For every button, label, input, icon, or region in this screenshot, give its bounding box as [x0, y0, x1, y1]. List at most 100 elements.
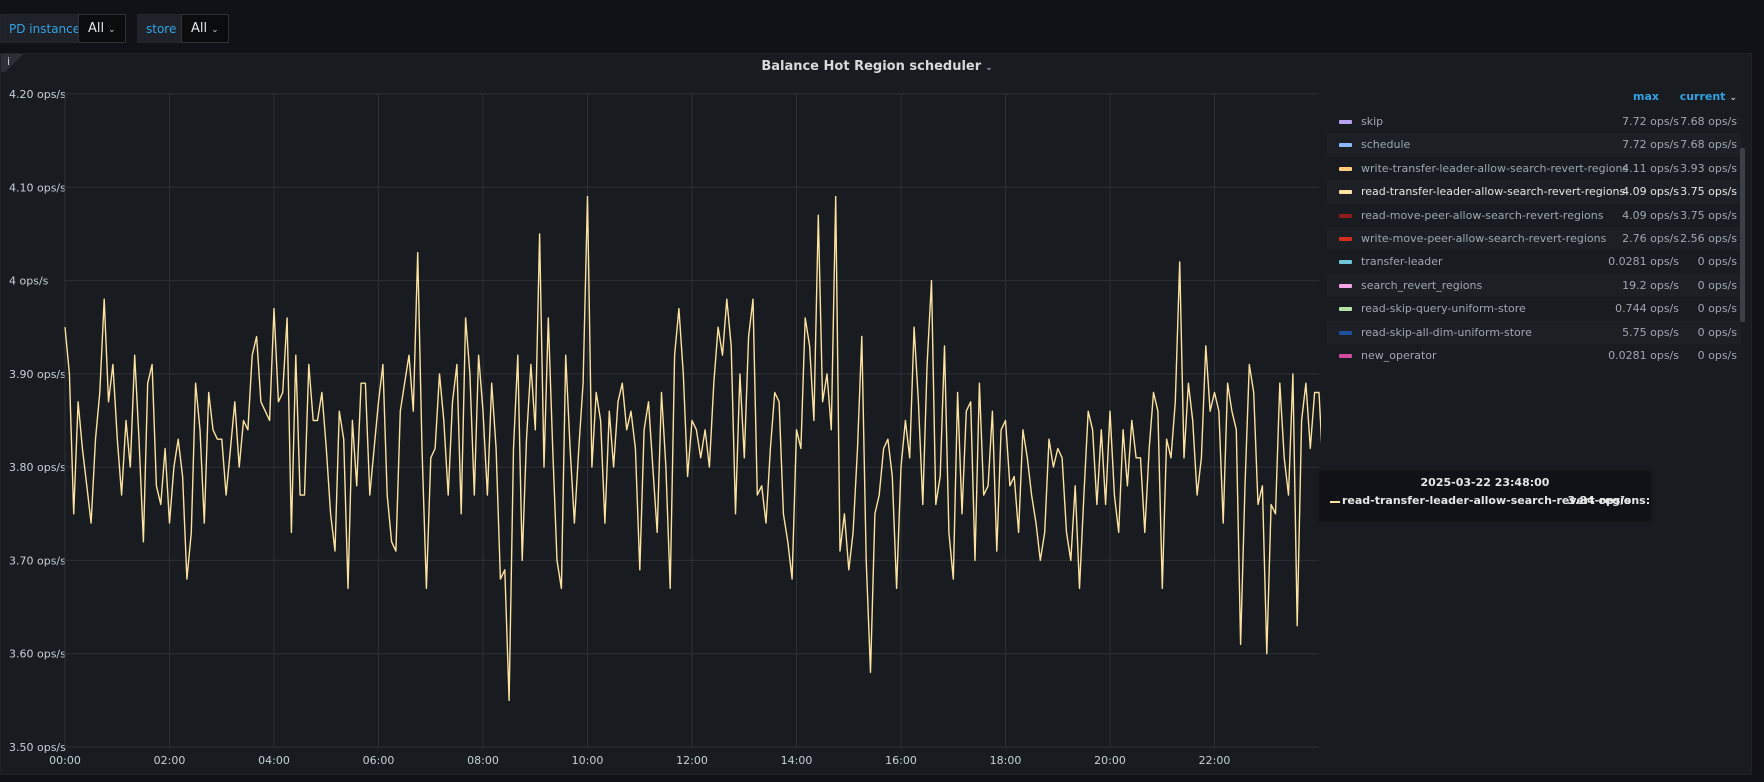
legend-swatch[interactable] — [1339, 190, 1352, 195]
legend-swatch[interactable] — [1339, 120, 1352, 124]
legend-current-value: 7.68 ops/s — [1680, 115, 1737, 128]
legend-series-name[interactable]: read-transfer-leader-allow-search-revert… — [1361, 185, 1626, 199]
pd-instance-select-value: All — [88, 21, 105, 36]
legend-current-value: 0 ops/s — [1697, 348, 1737, 362]
legend-series-name[interactable]: search_revert_regions — [1361, 278, 1483, 292]
legend-current-header[interactable]: current ⌄ — [1679, 90, 1737, 103]
y-tick-label: 3.80 ops/s — [9, 461, 66, 474]
y-tick-label: 4 ops/s — [9, 275, 49, 288]
legend-series-name[interactable]: skip — [1361, 115, 1384, 128]
legend-series-name[interactable]: new_operator — [1361, 348, 1437, 362]
legend-max-value: 7.72 ops/s — [1622, 138, 1679, 152]
legend-row[interactable]: search_revert_regions 19.2 ops/s 0 ops/s — [1327, 273, 1741, 298]
legend-swatch[interactable] — [1339, 283, 1352, 288]
legend-max-value: 4.11 ops/s — [1622, 161, 1679, 175]
legend-current-value: 0 ops/s — [1697, 278, 1737, 292]
legend-max-value: 4.09 ops/s — [1622, 185, 1679, 199]
legend-series-name[interactable]: schedule — [1361, 138, 1411, 152]
legend-row[interactable]: write-transfer-leader-allow-search-rever… — [1327, 157, 1741, 180]
legend-series-name[interactable]: read-move-peer-allow-search-revert-regio… — [1361, 208, 1604, 222]
x-tick-label: 08:00 — [467, 754, 499, 767]
legend-max-value: 0.744 ops/s — [1615, 302, 1679, 316]
legend-max-value: 7.72 ops/s — [1622, 115, 1679, 128]
legend-swatch[interactable] — [1339, 330, 1352, 335]
y-tick-label: 3.90 ops/s — [9, 368, 66, 381]
series-line — [64, 195, 1321, 702]
x-tick-label: 10:00 — [572, 754, 604, 767]
line-chart[interactable]: 3.50 ops/s 3.60 ops/s 3.70 ops/s 3.80 ops/s… — [1, 54, 1321, 776]
legend-current-value: 3.93 ops/s — [1680, 161, 1737, 175]
x-tick-label: 04:00 — [258, 754, 290, 767]
legend-series-name[interactable]: transfer-leader — [1361, 255, 1443, 269]
legend-series-name[interactable]: write-move-peer-allow-search-revert-regi… — [1361, 231, 1607, 245]
legend-swatch[interactable] — [1339, 353, 1352, 358]
legend-series-name[interactable]: read-skip-all-dim-uniform-store — [1361, 325, 1532, 339]
legend-max-value: 19.2 ops/s — [1622, 278, 1679, 292]
legend-rows: skip 7.72 ops/s 7.68 ops/s schedule 7.72 ops… — [1327, 110, 1741, 367]
legend-row[interactable]: write-move-peer-allow-search-revert-regi… — [1327, 226, 1741, 251]
graph-panel: i Balance Hot Region scheduler ⌄ 3.50 ops… — [0, 53, 1752, 775]
legend-max-value: 0.0281 ops/s — [1608, 348, 1679, 362]
tooltip-series-name: read-transfer-leader-allow-search-revert… — [1342, 494, 1651, 507]
legend-current-value: 2.56 ops/s — [1680, 231, 1737, 245]
store-select[interactable]: All ⌄ — [181, 14, 229, 43]
x-tick-label: 14:00 — [781, 754, 813, 767]
store-select-value: All — [191, 21, 208, 36]
chevron-down-icon: ⌄ — [108, 25, 116, 35]
legend-row[interactable]: schedule 7.72 ops/s 7.68 ops/s — [1327, 133, 1741, 157]
legend-scrollbar[interactable] — [1740, 148, 1745, 322]
x-tick-label: 00:00 — [49, 754, 81, 767]
variables-bar: PD instance All ⌄ store All ⌄ — [0, 0, 1764, 53]
legend-current-value: 0 ops/s — [1697, 255, 1737, 269]
x-tick-label: 22:00 — [1199, 754, 1231, 767]
legend-swatch[interactable] — [1339, 307, 1352, 312]
legend-row[interactable]: skip 7.72 ops/s 7.68 ops/s — [1327, 110, 1741, 133]
x-tick-label: 20:00 — [1094, 754, 1126, 767]
y-tick-label: 4.20 ops/s — [9, 88, 66, 101]
legend-swatch[interactable] — [1339, 236, 1352, 241]
y-tick-label: 3.60 ops/s — [9, 648, 66, 661]
legend-current-value: 7.68 ops/s — [1680, 138, 1737, 152]
legend-max-value: 0.0281 ops/s — [1608, 255, 1679, 269]
panel-title[interactable]: Balance Hot Region scheduler ⌄ — [1, 59, 1753, 74]
y-tick-label: 4.10 ops/s — [9, 181, 66, 194]
legend-swatch[interactable] — [1339, 166, 1352, 171]
chevron-down-icon: ⌄ — [211, 25, 219, 35]
legend-swatch[interactable] — [1339, 260, 1352, 265]
legend-max-value: 5.75 ops/s — [1622, 325, 1679, 339]
x-tick-label: 02:00 — [154, 754, 186, 767]
legend-row[interactable]: new_operator 0.0281 ops/s 0 ops/s — [1327, 344, 1741, 367]
legend-current-value: 3.75 ops/s — [1680, 208, 1737, 222]
legend-row[interactable]: transfer-leader 0.0281 ops/s 0 ops/s — [1327, 250, 1741, 273]
legend-table: max current ⌄ skip 7.72 ops/s 7.68 ops/s sch… — [1327, 90, 1741, 367]
x-tick-label: 12:00 — [676, 754, 708, 767]
legend-current-value: 0 ops/s — [1697, 302, 1737, 316]
pd-instance-select[interactable]: All ⌄ — [78, 14, 126, 43]
legend-row[interactable]: read-skip-all-dim-uniform-store 5.75 ops/… — [1327, 320, 1741, 344]
chevron-down-icon: ⌄ — [985, 63, 993, 73]
legend-swatch[interactable] — [1339, 143, 1352, 148]
tooltip-time: 2025-03-22 23:48:00 — [1420, 476, 1550, 489]
x-tick-label: 16:00 — [885, 754, 917, 767]
y-tick-label: 3.70 ops/s — [9, 554, 66, 567]
legend-max-value: 2.76 ops/s — [1622, 231, 1679, 245]
variable-label-store: store — [137, 14, 186, 43]
info-icon: i — [7, 55, 11, 68]
legend-series-name[interactable]: read-skip-query-uniform-store — [1361, 302, 1526, 316]
legend-row[interactable]: read-transfer-leader-allow-search-revert… — [1327, 180, 1741, 204]
legend-header: max current ⌄ — [1327, 90, 1741, 110]
panel-info-corner[interactable]: i — [1, 54, 23, 72]
x-tick-label: 06:00 — [363, 754, 395, 767]
legend-row[interactable]: read-skip-query-uniform-store 0.744 ops/s… — [1327, 297, 1741, 320]
variable-label-pd-instance: PD instance — [0, 14, 90, 43]
panel-title-text: Balance Hot Region scheduler — [761, 59, 982, 74]
legend-max-value: 4.09 ops/s — [1622, 208, 1679, 222]
y-tick-label: 3.50 ops/s — [9, 741, 66, 754]
chevron-down-icon: ⌄ — [1729, 93, 1737, 103]
legend-swatch[interactable] — [1339, 213, 1352, 218]
tooltip-series-swatch — [1330, 501, 1340, 503]
legend-series-name[interactable]: write-transfer-leader-allow-search-rever… — [1361, 161, 1629, 175]
legend-max-header[interactable]: max — [1633, 90, 1659, 103]
legend-row[interactable]: read-move-peer-allow-search-revert-regio… — [1327, 204, 1741, 227]
tooltip-value: 3.84 ops/s — [1567, 494, 1631, 507]
